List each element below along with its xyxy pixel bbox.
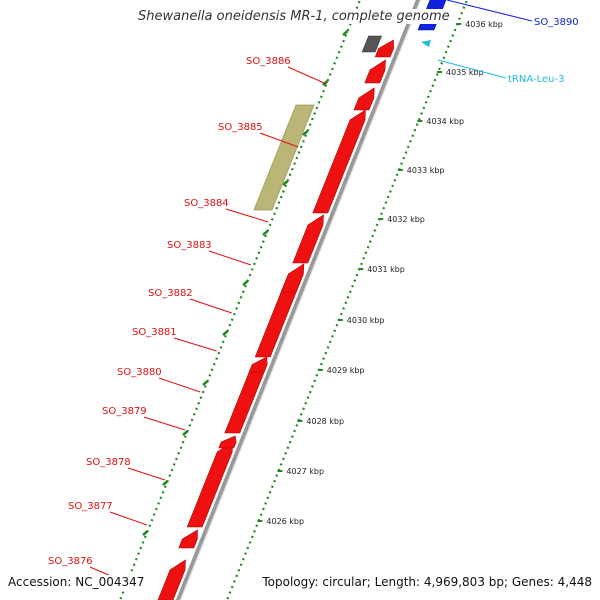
gene-leader-line — [143, 416, 186, 431]
tick-label: 4035 kbp — [446, 68, 484, 77]
cds-arrow — [292, 214, 324, 264]
cds-arrow — [374, 39, 394, 58]
genome-backbone-highlight — [179, 0, 422, 600]
gene-label-so-3886: SO_3886 — [246, 56, 291, 67]
gene-leader-line — [127, 467, 166, 481]
inner-tick-mark — [202, 380, 209, 386]
gene-label-so-3885: SO_3885 — [218, 122, 263, 133]
gene-leader-line — [208, 250, 252, 266]
tick-scale-outer — [225, 0, 469, 600]
gene-leader-line — [109, 511, 148, 526]
map-title: Shewanella oneidensis MR-1, complete gen… — [136, 9, 452, 24]
cds-arrow — [364, 59, 386, 84]
inner-tick-mark — [262, 230, 269, 236]
inner-tick-mark — [162, 480, 169, 486]
gene-label-so-3876: SO_3876 — [48, 556, 93, 567]
gene-label-trna-leu-3: tRNA-Leu-3 — [508, 74, 564, 85]
gene-label-so-3883: SO_3883 — [167, 240, 212, 251]
gene-label-so-3877: SO_3877 — [68, 501, 113, 512]
tick-label: 4028 kbp — [306, 417, 344, 426]
tick-label: 4027 kbp — [286, 467, 324, 476]
cds-arrow — [248, 356, 268, 373]
misc-feature-block — [253, 104, 315, 211]
gene-leader-line — [259, 132, 299, 148]
tick-label: 4032 kbp — [387, 215, 425, 224]
tick-label: 4031 kbp — [367, 265, 405, 274]
gene-label-so-3880: SO_3880 — [117, 367, 162, 378]
gene-leader-line — [446, 0, 533, 22]
tick-label: 4033 kbp — [407, 166, 445, 175]
gene-label-so-3890: SO_3890 — [534, 17, 579, 28]
gene-leader-line — [173, 337, 217, 352]
inner-tick-mark — [282, 180, 289, 186]
trna-marker — [421, 40, 431, 47]
inner-tick-mark — [222, 330, 229, 336]
gene-leader-line — [287, 66, 327, 85]
inner-tick-mark — [242, 280, 249, 286]
gene-block-gray — [361, 35, 383, 53]
gene-label-so-3882: SO_3882 — [148, 288, 193, 299]
gene-label-so-3879: SO_3879 — [102, 406, 147, 417]
cds-arrow — [218, 435, 237, 449]
cds-arrow — [280, 263, 305, 293]
gene-label-so-3878: SO_3878 — [86, 457, 131, 468]
tick-label: 4029 kbp — [327, 366, 365, 375]
tick-label: 4026 kbp — [266, 517, 304, 526]
topology-label: Topology: circular; Length: 4,969,803 bp… — [262, 575, 592, 589]
gene-label-so-3884: SO_3884 — [184, 198, 229, 209]
gene-leader-line — [225, 208, 269, 223]
gene-label-so-3881: SO_3881 — [132, 327, 177, 338]
inner-tick-mark — [302, 130, 309, 136]
genome-backbone — [175, 0, 421, 600]
cds-arrow — [157, 559, 186, 600]
gene-leader-line — [158, 377, 201, 393]
cds-arrow — [353, 87, 375, 111]
cds-arrow — [178, 529, 198, 549]
gene-leader-line — [189, 298, 232, 314]
gene-leader-line — [437, 59, 507, 79]
cds-arrow — [312, 109, 366, 214]
inner-tick-mark — [342, 30, 349, 36]
tick-label: 4036 kbp — [465, 20, 503, 29]
inner-tick-mark — [142, 530, 149, 536]
tick-scale-inner — [118, 0, 362, 600]
accession-label: Accession: NC_004347 — [8, 575, 145, 589]
tick-label: 4030 kbp — [347, 316, 385, 325]
tick-label: 4034 kbp — [426, 117, 464, 126]
inner-tick-mark — [182, 430, 189, 436]
